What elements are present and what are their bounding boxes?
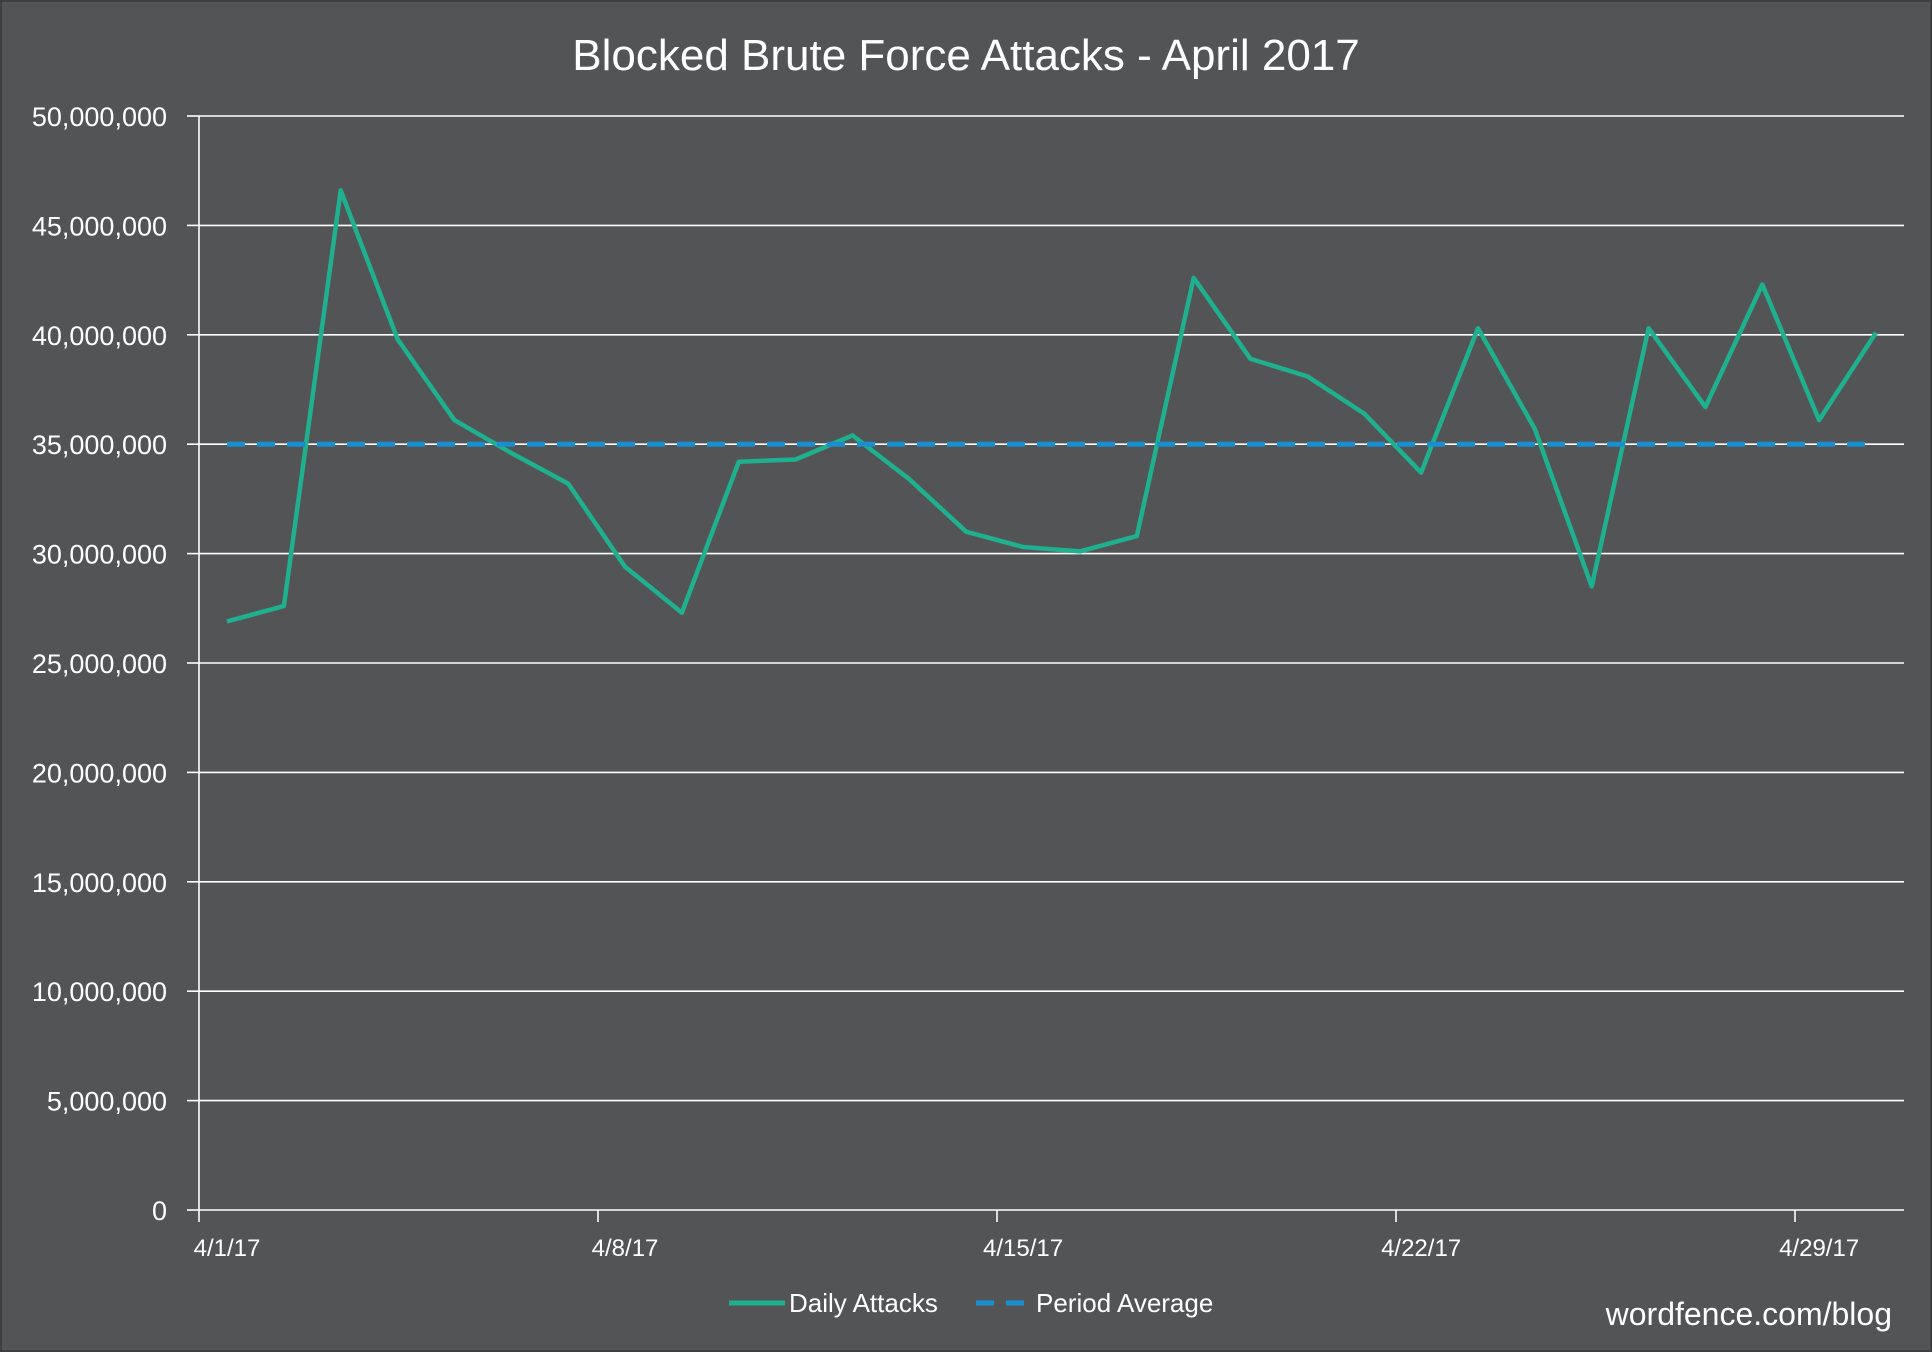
x-tick-label: 4/29/17: [1779, 1235, 1859, 1262]
daily-attacks-line: [226, 188, 1878, 624]
chart-title: Blocked Brute Force Attacks - April 2017: [572, 31, 1360, 80]
y-tick-label: 50,000,000: [32, 102, 167, 132]
y-axis-tick-labels: 0 5,000,000 10,000,000 15,000,000 20,000,000…: [32, 102, 167, 1226]
x-tick-label: 4/8/17: [592, 1235, 659, 1262]
y-tick-label: 45,000,000: [32, 211, 167, 241]
x-tick-label: 4/22/17: [1381, 1235, 1461, 1262]
y-tick-label: 15,000,000: [32, 868, 167, 898]
axes: [198, 116, 1904, 1222]
legend-label: Period Average: [1036, 1288, 1213, 1318]
x-tick-label: 4/1/17: [194, 1235, 261, 1262]
y-tick-label: 35,000,000: [32, 430, 167, 460]
gridlines: [187, 115, 1904, 1211]
x-tick-label: 4/15/17: [983, 1235, 1063, 1262]
y-tick-label: 20,000,000: [32, 758, 167, 788]
y-tick-label: 30,000,000: [32, 540, 167, 570]
y-tick-label: 10,000,000: [32, 977, 167, 1007]
legend-label: Daily Attacks: [789, 1288, 938, 1318]
watermark-text: wordfence.com/blog: [1605, 1296, 1892, 1332]
legend: Daily Attacks Period Average: [729, 1288, 1213, 1318]
y-tick-label: 25,000,000: [32, 649, 167, 679]
y-tick-label: 5,000,000: [47, 1087, 167, 1117]
x-axis-tick-labels: 4/1/17 4/8/17 4/15/17 4/22/17 4/29/17: [194, 1235, 1860, 1262]
series-lines: [226, 188, 1878, 624]
y-tick-label: 0: [152, 1196, 167, 1226]
y-tick-label: 40,000,000: [32, 321, 167, 351]
